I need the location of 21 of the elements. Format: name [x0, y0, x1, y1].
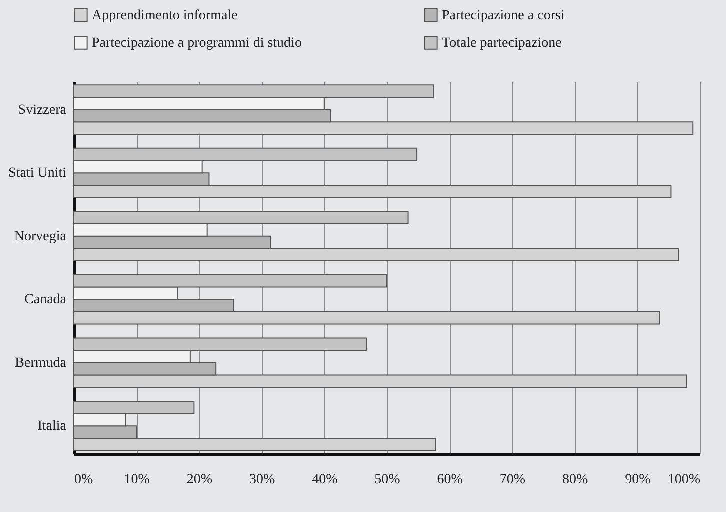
- x-tick-label: 80%: [562, 472, 588, 488]
- x-tick-label: 60%: [437, 472, 464, 488]
- x-tick-label: 100%: [668, 472, 701, 488]
- x-tick-label: 50%: [374, 472, 401, 488]
- x-tick-label: 0%: [74, 472, 94, 488]
- x-tick-label: 90%: [625, 472, 652, 488]
- legend-label: Partecipazione a corsi: [442, 8, 565, 24]
- x-tick-label: 70%: [500, 472, 526, 488]
- x-tick-label: 20%: [186, 472, 213, 488]
- y-tick-label: Canada: [24, 292, 68, 308]
- y-tick-label: Stati Uniti: [8, 166, 67, 182]
- x-tick-label: 10%: [124, 472, 150, 488]
- legend-label: Partecipazione a programmi di studio: [92, 36, 302, 51]
- legend-label: Totale partecipazione: [442, 36, 562, 51]
- x-tick-label: 30%: [249, 472, 276, 488]
- y-tick-label: Italia: [38, 419, 68, 434]
- legend-label: Apprendimento informale: [92, 8, 238, 24]
- y-tick-label: Svizzera: [18, 102, 68, 118]
- y-tick-label: Bermuda: [15, 356, 68, 371]
- y-tick-label: Norvegia: [14, 229, 68, 244]
- x-tick-label: 40%: [312, 472, 338, 488]
